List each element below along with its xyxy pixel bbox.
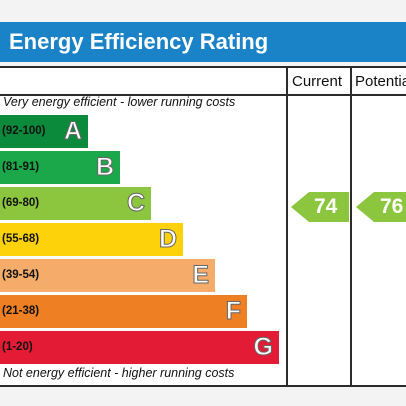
band-letter: B xyxy=(95,153,114,182)
rating-band-g: (1-20) G xyxy=(0,331,279,364)
divider-potential xyxy=(350,68,352,385)
current-rating-value: 74 xyxy=(314,195,338,218)
band-range-label: (81-91) xyxy=(2,161,40,173)
column-header-potential: Potential xyxy=(355,73,406,90)
rating-band-f: (21-38) F xyxy=(0,295,247,328)
band-letter: C xyxy=(126,189,145,218)
band-range-label: (55-68) xyxy=(2,233,40,245)
band-range-label: (21-38) xyxy=(2,305,40,317)
divider-current xyxy=(286,68,288,385)
rating-band-e: (39-54) E xyxy=(0,259,215,292)
rating-band-c: (69-80) C xyxy=(0,187,151,220)
band-range-label: (92-100) xyxy=(2,125,46,137)
band-range-label: (39-54) xyxy=(2,269,40,281)
chart-title: Energy Efficiency Rating xyxy=(0,22,406,62)
top-note: Very energy efficient - lower running co… xyxy=(3,95,236,109)
rating-band-b: (81-91) B xyxy=(0,151,120,184)
band-letter: A xyxy=(63,117,82,146)
potential-rating-value: 76 xyxy=(380,195,404,218)
band-letter: E xyxy=(192,261,210,290)
band-letter: D xyxy=(158,225,177,254)
bottom-note: Not energy efficient - higher running co… xyxy=(3,366,235,380)
band-range-label: (1-20) xyxy=(2,341,33,353)
rating-band-d: (55-68) D xyxy=(0,223,183,256)
column-header-current: Current xyxy=(292,73,343,90)
band-range-label: (69-80) xyxy=(2,197,40,209)
band-letter: G xyxy=(253,333,273,362)
rating-band-a: (92-100) A xyxy=(0,115,88,148)
header-divider xyxy=(0,94,406,96)
band-letter: F xyxy=(225,297,241,326)
